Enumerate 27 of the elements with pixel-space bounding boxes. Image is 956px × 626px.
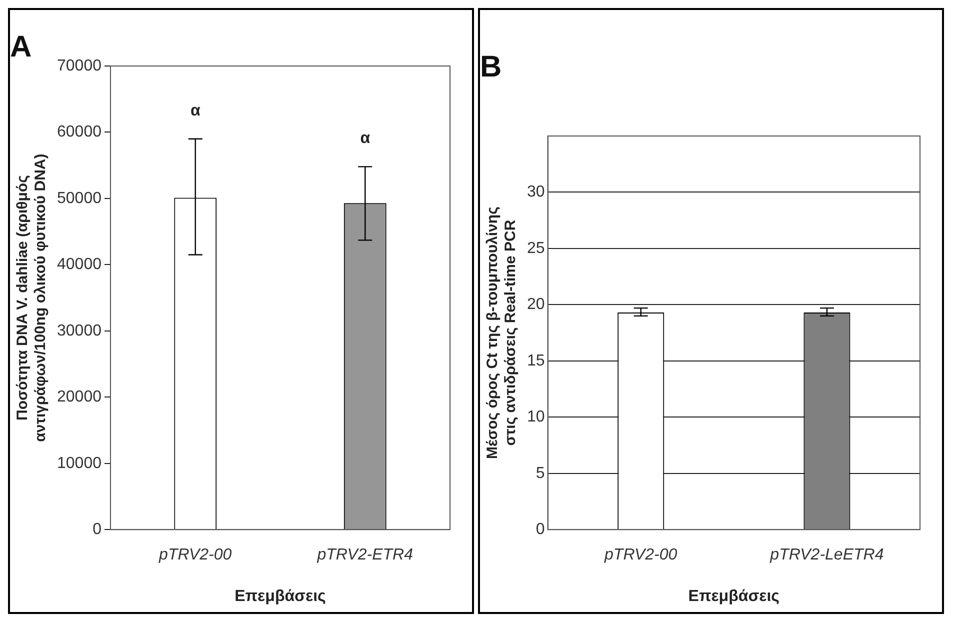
x-axis-title: Επεμβάσεις [234,588,326,605]
y-tick-label: 70000 [56,57,102,74]
annotation: α [190,102,200,120]
y-tick-label: 50000 [56,190,102,207]
x-tick-label: pTRV2-LeETR4 [769,546,884,564]
y-tick-label: 5 [536,464,545,482]
y-tick-label: 0 [92,521,102,538]
y-tick-label: 25 [527,240,545,257]
y-tick-label: 20 [527,296,545,314]
x-tick-label: pTRV2-ETR4 [316,546,414,564]
y-tick-label: 15 [527,352,545,370]
x-axis-title: Επεμβάσεις [688,588,780,605]
y-axis-title: Μέσος όρος Ct της β-τουμπουλίνης στις αντιδράσεις Real-time PCR [484,206,520,459]
y-tick-label: 10 [527,408,545,426]
annotation: α [360,130,370,148]
x-tick-label: pTRV2-00 [604,546,678,564]
y-tick-label: 30 [527,184,545,201]
y-tick-label: 60000 [56,124,102,141]
chart-title: B [480,50,502,84]
y-axis-title: Ποσότητα DNA V. dahliae (αριθμός αντιγράφων/100ng ολικού φυτικού DNA) [14,154,50,442]
y-tick-label: 10000 [56,454,102,472]
chart-title: A [10,30,32,64]
y-tick-label: 30000 [56,322,102,340]
y-tick-label: 40000 [56,256,102,274]
y-tick-label: 20000 [56,388,102,406]
x-tick-label: pTRV2-00 [158,546,232,564]
y-tick-label: 0 [536,521,545,538]
